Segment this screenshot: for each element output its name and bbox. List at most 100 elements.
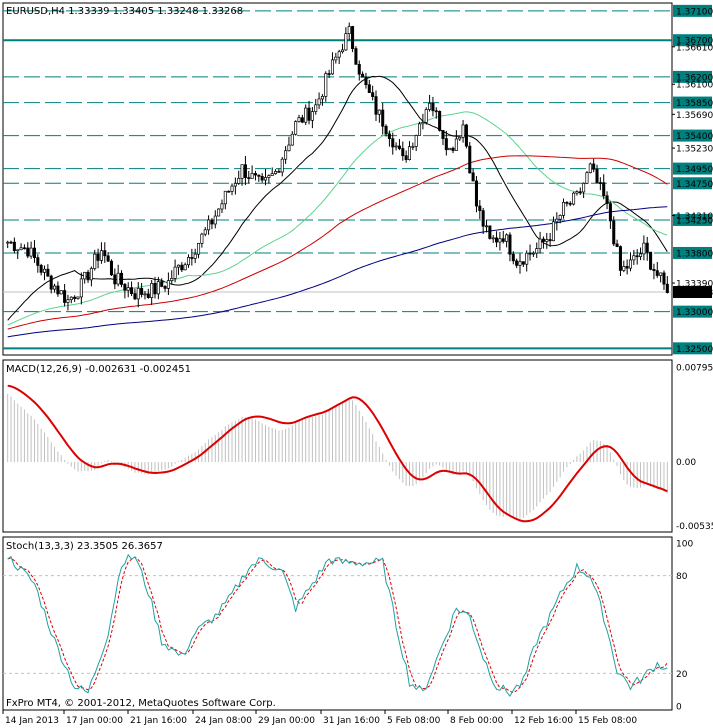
- candle-body: [250, 173, 254, 179]
- stoch-axis-label: 100: [676, 540, 693, 550]
- candle-body: [551, 221, 555, 242]
- macd-histogram: [7, 393, 668, 519]
- candle-body: [341, 49, 345, 53]
- macd-signal-line: [7, 384, 668, 523]
- candle-body: [277, 171, 281, 173]
- candle-body: [29, 247, 33, 257]
- candle-body: [481, 210, 485, 227]
- candle-body: [357, 64, 361, 75]
- candle-body: [63, 290, 67, 303]
- price-pane[interactable]: 1.37100 1.36700 1.36200 1.35850 1.35400 1.349…: [2, 2, 713, 356]
- level-label: 1.35850: [676, 99, 713, 109]
- level-tag: [673, 177, 712, 190]
- level-label: 1.32500: [676, 345, 713, 355]
- macd-axis-label: 0.007957: [676, 363, 713, 373]
- candle-body: [109, 260, 113, 276]
- candle-body: [632, 255, 636, 261]
- candle-body: [431, 102, 435, 112]
- time-axis-label: 15 Feb 08:00: [578, 716, 637, 726]
- level-tag: [673, 129, 712, 142]
- macd-pane[interactable]: 0.007957 0.00 -0.00535 MACD(12,26,9) -0.00…: [2, 359, 713, 533]
- candle-body: [438, 110, 442, 131]
- candle-body: [163, 286, 167, 289]
- candle-body: [324, 73, 328, 97]
- stoch-pane-frame: [2, 536, 673, 711]
- candle-body: [334, 56, 338, 61]
- candle-body: [394, 145, 398, 148]
- candle-body: [130, 287, 134, 294]
- candle-body: [263, 177, 268, 181]
- candle-body: [237, 177, 241, 184]
- candle-body: [320, 96, 324, 100]
- candle-body: [484, 225, 489, 228]
- candle-body: [136, 287, 140, 300]
- candle-body: [270, 173, 274, 176]
- candle-body: [76, 296, 80, 299]
- candle-body: [649, 251, 653, 270]
- candle-body: [434, 110, 438, 113]
- candle-body: [46, 268, 50, 277]
- time-axis: 14 Jan 2013 17 Jan 00:00 21 Jan 16:00 24 Ja…: [2, 710, 637, 726]
- candle-body: [665, 283, 669, 293]
- candle-body: [652, 269, 656, 272]
- candle-body: [294, 121, 298, 135]
- candle-body: [207, 219, 211, 231]
- candle-body: [602, 182, 606, 197]
- candle-body: [474, 180, 478, 207]
- candle-body: [595, 168, 599, 183]
- candle-body: [578, 191, 582, 194]
- price-axis-label: 1.33390: [676, 280, 713, 290]
- candle-body: [645, 242, 649, 253]
- stoch-signal-line: [7, 556, 668, 694]
- candle-body: [210, 219, 214, 225]
- candle-body: [93, 253, 97, 269]
- candle-body: [274, 171, 278, 175]
- candle-body: [126, 287, 130, 291]
- time-axis-label: 29 Jan 00:00: [258, 716, 315, 726]
- copyright-text: FxPro MT4, © 2001-2012, MetaQuotes Softw…: [6, 698, 276, 709]
- candle-body: [538, 238, 542, 249]
- candle-body: [501, 238, 505, 242]
- candle-body: [106, 255, 110, 262]
- candle-body: [180, 264, 184, 271]
- candle-body: [635, 255, 639, 258]
- candle-body: [233, 183, 237, 187]
- candle-body: [153, 283, 157, 295]
- candle-body: [66, 299, 70, 303]
- candles: [6, 22, 669, 311]
- candle-body: [531, 252, 535, 255]
- level-label: 1.33000: [676, 308, 713, 318]
- candle-body: [464, 124, 468, 147]
- candle-body: [227, 190, 231, 193]
- candle-body: [240, 164, 244, 179]
- candle-body: [528, 252, 532, 255]
- candle-body: [330, 59, 334, 75]
- candle-body: [197, 243, 201, 255]
- candle-body: [113, 274, 117, 285]
- candle-body: [176, 264, 180, 268]
- time-axis-label: 12 Feb 16:00: [514, 716, 573, 726]
- candle-body: [173, 266, 177, 279]
- candle-body: [116, 272, 120, 285]
- level-label: 1.36200: [676, 73, 713, 83]
- candle-body: [310, 111, 314, 121]
- candle-body: [53, 285, 57, 290]
- time-axis-label: 21 Jan 16:00: [130, 716, 187, 726]
- macd-axis-label: 0.00: [676, 458, 696, 468]
- candle-body: [367, 84, 371, 93]
- candle-body: [608, 203, 612, 222]
- candle-body: [535, 248, 539, 254]
- candle-body: [441, 130, 445, 139]
- candle-body: [495, 237, 499, 243]
- candle-body: [307, 107, 311, 121]
- candle-body: [314, 104, 318, 112]
- candle-body: [575, 191, 579, 194]
- price-axis-label: 1.35230: [676, 145, 713, 155]
- candle-body: [12, 241, 16, 251]
- candle-body: [468, 145, 472, 174]
- candle-body: [381, 109, 385, 127]
- level-tag: [673, 34, 712, 47]
- candle-body: [73, 296, 77, 299]
- stoch-pane[interactable]: 100 80 20 0 Stoch(13,3,3) 23.3505 26.3657 F…: [2, 536, 693, 713]
